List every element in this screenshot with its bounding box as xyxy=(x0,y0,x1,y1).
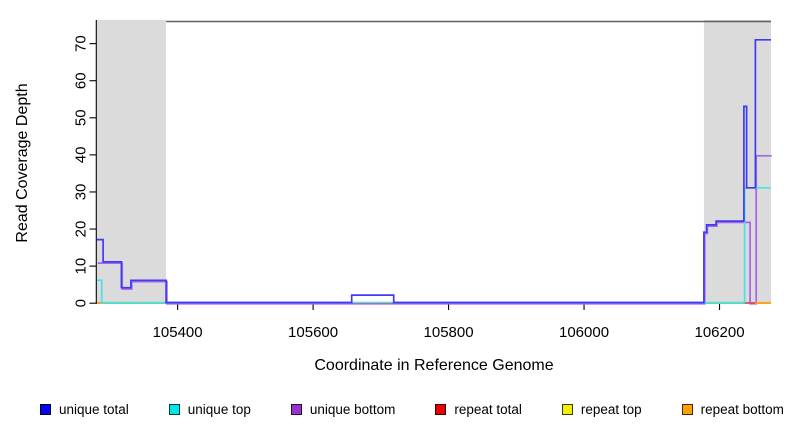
y-tick-label: 10 xyxy=(73,258,90,275)
legend-label: unique top xyxy=(187,401,251,417)
x-tick-label: 105800 xyxy=(424,324,474,341)
legend-label: repeat top xyxy=(580,401,642,417)
y-axis-title: Read Coverage Depth xyxy=(14,83,31,242)
legend-label: repeat total xyxy=(454,401,522,417)
series-line-unique-total xyxy=(97,38,771,304)
y-tick-label: 20 xyxy=(73,221,90,238)
legend-swatch-icon xyxy=(561,403,573,415)
legend-item-unique-bottom: unique bottom xyxy=(290,401,396,417)
x-axis-title: Coordinate in Reference Genome xyxy=(314,357,553,374)
series-layer xyxy=(97,38,772,305)
legend-label: repeat bottom xyxy=(700,401,784,417)
y-tick-label: 0 xyxy=(73,299,90,307)
legend-item-repeat-top: repeat top xyxy=(561,401,642,417)
legend-swatch-icon xyxy=(40,403,51,415)
series-line-unique-top xyxy=(97,187,771,304)
y-tick-label: 60 xyxy=(73,72,90,89)
series-line-unique-bottom xyxy=(97,154,772,305)
legend-label: unique total xyxy=(59,401,129,417)
legend-swatch-icon xyxy=(290,403,302,415)
legend-swatch-icon xyxy=(435,403,447,415)
left-shaded-region xyxy=(97,20,167,304)
x-tick-label: 105600 xyxy=(288,324,338,341)
legend-item-repeat-total: repeat total xyxy=(435,402,522,417)
x-tick-label: 106200 xyxy=(694,324,744,341)
legend-item-unique-total: unique total xyxy=(40,402,129,417)
legend-item-repeat-bottom: repeat bottom xyxy=(681,401,784,417)
x-tick-label: 105400 xyxy=(153,324,203,341)
x-tick-label: 106000 xyxy=(559,324,609,341)
axes-layer: 0 10 20 30 40 50 60 70 105400 105600 105800 106000 1… xyxy=(73,20,771,341)
legend: unique total unique top unique bottom repea… xyxy=(40,396,784,422)
legend-item-unique-top: unique top xyxy=(168,401,251,417)
legend-swatch-icon xyxy=(681,403,693,415)
shaded-regions-layer xyxy=(97,20,771,304)
legend-swatch-icon xyxy=(168,403,180,415)
y-tick-label: 70 xyxy=(73,35,90,52)
right-shaded-region xyxy=(703,20,771,304)
coverage-chart: 0 10 20 30 40 50 60 70 105400 105600 105800 106000 1… xyxy=(14,20,772,374)
y-tick-label: 50 xyxy=(73,109,90,126)
legend-label: unique bottom xyxy=(309,401,396,417)
y-tick-label: 30 xyxy=(73,184,90,201)
y-tick-label: 40 xyxy=(73,147,90,164)
